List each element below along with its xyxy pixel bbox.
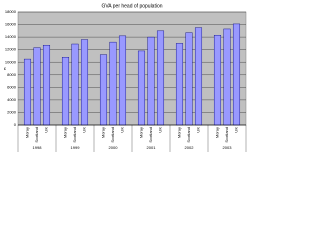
bar: [33, 47, 41, 126]
x-tick-label: UK: [44, 127, 49, 133]
y-axis-label: £: [4, 66, 7, 71]
bar: [137, 50, 146, 126]
bar: [156, 30, 165, 126]
plot-area: [17, 11, 247, 126]
y-tick-label: 12000: [5, 47, 17, 52]
bar: [194, 27, 203, 126]
bar: [147, 36, 155, 126]
bar: [23, 58, 32, 126]
group-label: 1999: [71, 145, 81, 150]
x-tick-label: Scotland: [110, 127, 115, 143]
bar: [175, 43, 184, 126]
x-tick-label: Moray: [177, 127, 182, 138]
chart: GVA per head of population £ 0 2000 4000 60…: [3, 3, 247, 152]
x-tick-label: Moray: [139, 127, 144, 138]
x-tick-label: Scotland: [34, 127, 39, 143]
x-tick-label: UK: [158, 127, 163, 133]
y-tick-label: 0: [14, 122, 17, 127]
x-tick-label: UK: [120, 127, 125, 133]
bar: [109, 41, 117, 126]
x-tick-label: Moray: [101, 127, 106, 138]
y-tick-label: 18000: [5, 9, 17, 14]
bar: [80, 39, 89, 126]
bar: [42, 45, 51, 126]
x-tick-label: UK: [234, 127, 239, 133]
bar: [232, 23, 241, 126]
x-tick-label: Scotland: [148, 127, 153, 143]
group-label: 2001: [147, 145, 157, 150]
x-tick-label: Scotland: [186, 127, 191, 143]
y-tick-label: 8000: [7, 72, 17, 77]
bar: [213, 35, 222, 126]
y-tick-label: 16000: [5, 22, 17, 27]
x-tick-label: Scotland: [72, 127, 77, 143]
y-tick-label: 10000: [5, 59, 17, 64]
x-tick-label: Moray: [215, 127, 220, 138]
group-label: 1998: [33, 145, 43, 150]
y-tick-label: 2000: [7, 110, 17, 115]
bar: [118, 35, 127, 126]
group-label: 2003: [223, 145, 233, 150]
x-tick-label: UK: [82, 127, 87, 133]
bar: [99, 54, 108, 126]
x-tick-label: Moray: [25, 127, 30, 138]
x-tick-label: UK: [196, 127, 201, 133]
x-tick-label: Moray: [63, 127, 68, 138]
y-tick-label: 6000: [7, 84, 17, 89]
bar: [185, 32, 193, 126]
bar: [61, 57, 70, 126]
group-label: 2002: [185, 145, 195, 150]
chart-title: GVA per head of population: [101, 3, 162, 9]
bar: [71, 43, 79, 126]
y-tick-label: 14000: [5, 34, 17, 39]
bar: [223, 28, 231, 126]
group-label: 2000: [109, 145, 119, 150]
y-tick-label: 4000: [7, 97, 17, 102]
x-tick-label: Scotland: [224, 127, 229, 143]
